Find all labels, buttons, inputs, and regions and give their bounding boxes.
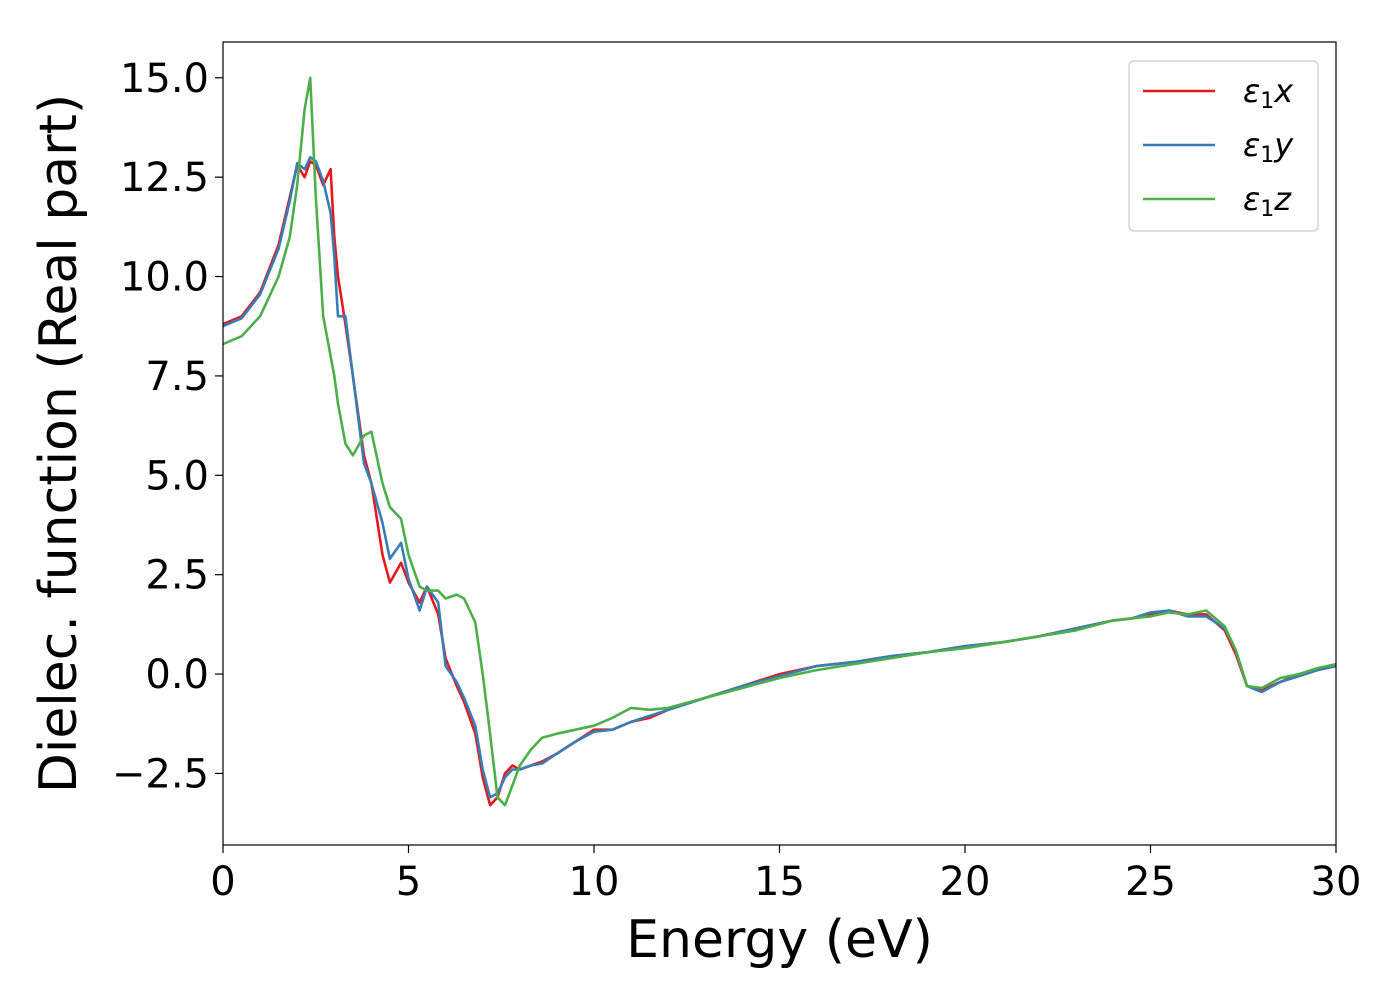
x-axis-label: Energy (eV) — [626, 910, 933, 970]
y-tick-label: 15.0 — [120, 56, 209, 102]
series-line-z — [223, 76, 1336, 807]
y-tick-label: 2.5 — [145, 553, 209, 599]
x-tick-label: 30 — [1311, 859, 1362, 905]
y-tick-label: 10.0 — [120, 255, 209, 301]
x-tick-label: 0 — [210, 859, 235, 905]
y-tick-label: 12.5 — [120, 155, 209, 201]
x-tick-label: 20 — [940, 859, 991, 905]
x-tick-label: 25 — [1125, 859, 1176, 905]
legend-entry-y: ε1y — [1243, 126, 1294, 168]
x-axis: 0 5 10 15 20 25 30 — [210, 845, 1361, 905]
legend-entry-x: ε1x — [1243, 72, 1294, 114]
legend-entry-z: ε1z — [1243, 180, 1292, 222]
x-tick-label: 15 — [754, 859, 805, 905]
y-tick-label: −2.5 — [112, 751, 209, 797]
y-axis-label: Dielec. function (Real part) — [29, 94, 89, 793]
y-tick-label: 7.5 — [145, 354, 209, 400]
legend: ε1x ε1y ε1z — [1128, 60, 1319, 232]
y-axis: −2.5 0.0 2.5 5.0 7.5 10.0 12.5 15.0 — [112, 56, 223, 797]
series-line-y — [223, 156, 1336, 799]
series-layer — [223, 76, 1336, 807]
y-tick-label: 5.0 — [145, 453, 209, 499]
legend-box — [1128, 60, 1319, 232]
x-tick-label: 10 — [569, 859, 620, 905]
y-tick-label: 0.0 — [145, 652, 209, 698]
x-tick-label: 5 — [396, 859, 421, 905]
